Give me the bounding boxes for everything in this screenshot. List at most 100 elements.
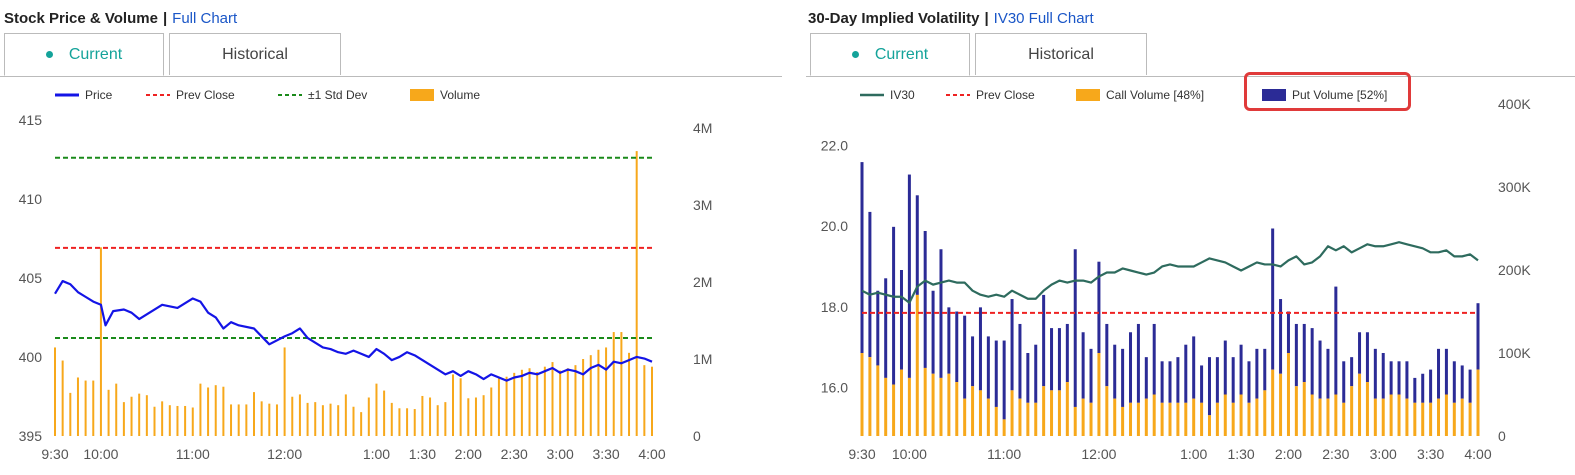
call-volume-bar [1073,406,1077,436]
put-volume-bar [1389,361,1393,395]
volume-bar [92,380,95,436]
call-volume-bar [915,294,919,436]
tab-historical-label: Historical [1028,45,1094,63]
volume-bar [635,151,638,436]
volume-bar [245,404,248,436]
volume-bar [275,404,278,436]
y-left-tick-label: 20.0 [821,218,848,234]
put-volume-bar [860,162,864,353]
volume-bar [145,395,148,436]
put-volume-bar [1397,361,1401,395]
legend-volume-swatch [410,89,434,101]
x-tick-label: 2:30 [1322,446,1349,462]
volume-bar [153,406,156,436]
y-right-tick-label: 0 [693,428,701,444]
x-tick-label: 2:00 [1275,446,1302,462]
y-left-tick-label: 405 [19,270,43,286]
put-volume-bar [1279,299,1283,374]
put-volume-bar [986,336,990,399]
volume-bar [482,395,485,436]
volume-bar [291,396,294,436]
volume-bar [253,392,255,436]
call-volume-bar [1121,406,1125,436]
volume-bar [54,347,56,436]
tab-current[interactable]: Current [810,33,970,76]
y-right-tick-label: 3M [693,197,712,213]
volume-bar [199,383,202,436]
put-volume-bar [1065,323,1069,383]
put-volume-bar [971,336,975,387]
put-volume-bar [1255,348,1259,399]
y-left-tick-label: 415 [19,112,43,128]
put-volume-bar [963,315,967,399]
put-volume-bar [1160,361,1164,403]
call-volume-bar [971,386,975,436]
tab-historical[interactable]: Historical [169,33,341,75]
call-volume-bar [1310,394,1314,436]
volume-bar [528,368,531,436]
call-volume-bar [1263,390,1267,436]
volume-bar [176,405,179,436]
put-volume-bar [1239,344,1243,395]
call-volume-bar [876,365,880,436]
call-volume-bar [1129,402,1133,436]
put-volume-bar [1121,348,1125,407]
call-volume-bar [884,377,888,436]
tab-historical[interactable]: Historical [975,33,1147,75]
put-volume-bar [1271,228,1275,370]
put-volume-bar [1144,357,1148,399]
volume-bar [459,378,462,436]
volume-bar [520,369,523,436]
full-chart-link[interactable]: Full Chart [172,10,238,27]
call-volume-bar [1397,394,1401,436]
call-volume-bar [892,384,896,436]
volume-bar [582,359,585,436]
call-volume-bar [1452,402,1456,436]
x-tick-label: 12:00 [267,446,302,462]
tab-divider [0,76,782,77]
put-volume-bar [1026,353,1030,403]
volume-bar [191,407,194,436]
volume-bar [306,402,309,436]
x-tick-label: 3:30 [592,446,619,462]
y-left-tick-label: 395 [19,428,43,444]
x-tick-label: 3:30 [1417,446,1444,462]
put-volume-bar [1342,361,1346,403]
call-volume-bar [994,406,998,436]
volume-bar [61,360,64,436]
volume-bar [99,247,102,436]
put-volume-bar [1413,377,1417,403]
call-volume-bar [1042,386,1046,436]
legend-swatch [1262,89,1286,101]
volume-bar [513,372,516,436]
iv30-full-chart-link[interactable]: IV30 Full Chart [993,10,1094,27]
call-volume-bar [1429,402,1433,436]
x-tick-label: 3:00 [547,446,574,462]
put-volume-bar [1452,361,1456,403]
put-volume-bar [955,311,959,383]
legend-label: Prev Close [176,88,235,102]
volume-bar [314,402,317,436]
put-volume-bar [1318,340,1322,399]
put-volume-bar [1050,328,1054,391]
call-volume-bar [1113,398,1117,436]
volume-bar [337,405,340,436]
volume-bar [138,393,141,436]
call-volume-bar [868,357,872,436]
put-volume-bar [1200,365,1204,403]
x-tick-label: 9:30 [41,446,68,462]
put-volume-bar [892,226,896,385]
put-volume-bar [1350,357,1354,387]
volume-bar [321,405,324,436]
put-volume-bar [876,290,880,366]
tab-current[interactable]: Current [4,33,164,76]
volume-bar [383,390,386,436]
x-tick-label: 1:00 [1180,446,1207,462]
volume-bar [230,404,233,436]
call-volume-bar [1279,373,1283,436]
call-volume-bar [1437,398,1441,436]
y-left-tick-label: 410 [19,191,43,207]
put-volume-bar [1081,332,1085,399]
volume-bar [375,383,378,436]
volume-bar [352,406,355,436]
